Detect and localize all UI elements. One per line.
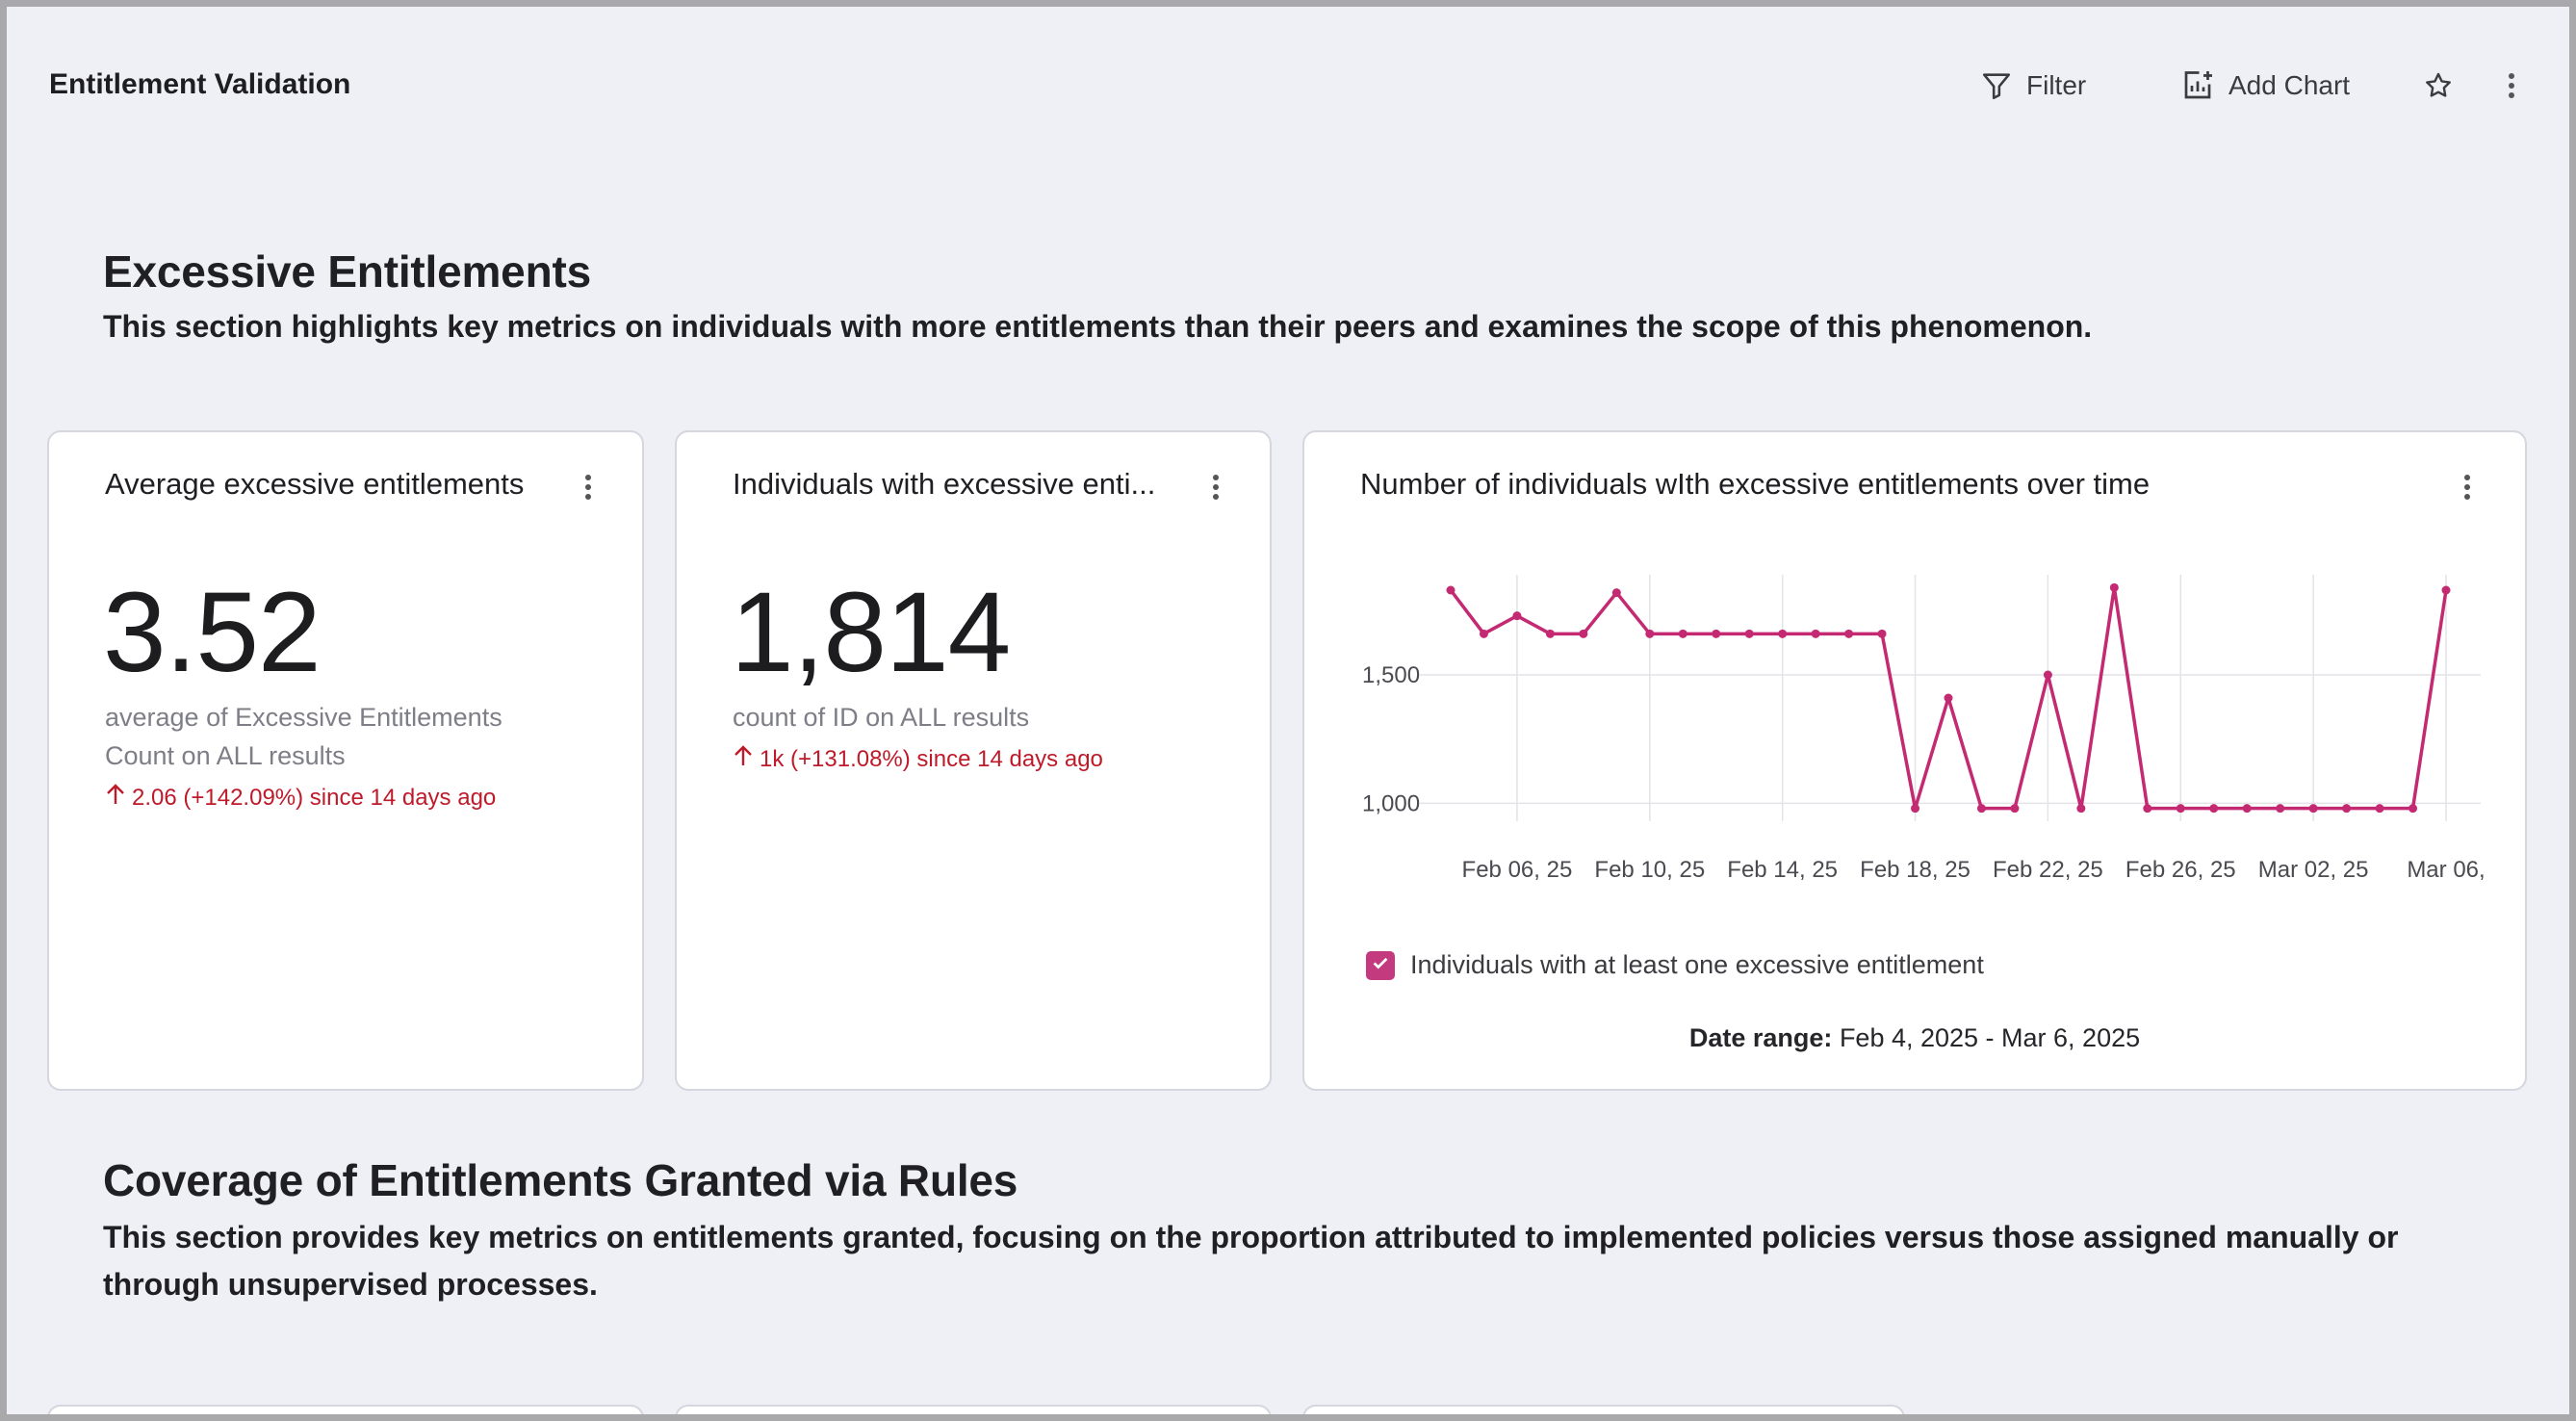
date-range: Date range: Feb 4, 2025 - Mar 6, 2025 (1304, 1023, 2525, 1053)
card-more-button[interactable] (577, 471, 600, 509)
data-point[interactable] (1545, 629, 1555, 638)
data-point[interactable] (1877, 629, 1887, 638)
data-point[interactable] (2076, 804, 2086, 814)
date-range-label: Date range: (1688, 1023, 1833, 1052)
card-title: Number of individuals wIth excessive ent… (1360, 467, 2151, 501)
more-vertical-icon (577, 475, 600, 500)
data-point[interactable] (2441, 585, 2451, 595)
data-point[interactable] (1778, 629, 1788, 638)
kpi-subtitle-line1: average of Excessive Entitlements (105, 703, 502, 732)
chart-legend: Individuals with at least one excessive … (1366, 950, 1984, 980)
arrow-up-icon (105, 783, 126, 813)
data-point[interactable] (2242, 804, 2252, 814)
data-point[interactable] (1678, 629, 1687, 638)
data-point[interactable] (1611, 588, 1621, 598)
section-title-excessive: Excessive Entitlements (103, 246, 591, 297)
data-point[interactable] (2308, 804, 2318, 814)
data-point[interactable] (1811, 629, 1820, 638)
filter-button[interactable]: Filter (1980, 63, 2086, 109)
top-bar: Entitlement Validation Filter Add Chart (7, 7, 2569, 151)
kpi-delta: 1k (+131.08%) since 14 days ago (733, 744, 1103, 774)
data-point[interactable] (1579, 629, 1588, 638)
filter-label: Filter (2026, 70, 2087, 100)
data-point[interactable] (2342, 804, 2352, 814)
section-description-excessive: This section highlights key metrics on i… (103, 309, 2093, 344)
line-chart: 1,500 1,000 Feb 06, 25 Feb 10, 25 Feb 14, 25… (1362, 575, 2486, 883)
date-range-value: Feb 4, 2025 - Mar 6, 2025 (1839, 1023, 2141, 1052)
section-title-coverage: Coverage of Entitlements Granted via Rul… (103, 1155, 1018, 1205)
more-options-button[interactable] (2500, 63, 2523, 109)
x-tick-label: Feb 06, 25 (1462, 857, 1573, 883)
data-point[interactable] (2010, 804, 2020, 814)
data-point[interactable] (1744, 629, 1754, 638)
kpi-value: 3.52 (103, 569, 322, 696)
more-vertical-icon (2456, 475, 2479, 500)
card-individuals-excessive: Individuals with excessive enti... 1,814… (675, 430, 1272, 1091)
x-tick-label: Feb 10, 25 (1594, 857, 1705, 883)
star-icon (2423, 70, 2454, 101)
kpi-subtitle-line2: Count on ALL results (105, 741, 346, 770)
data-point[interactable] (1712, 629, 1721, 638)
data-point[interactable] (2276, 804, 2285, 814)
kpi-value: 1,814 (731, 569, 1011, 696)
arrow-up-icon (733, 744, 754, 774)
x-tick-label: Feb 14, 25 (1727, 857, 1838, 883)
legend-label: Individuals with at least one excessive … (1410, 950, 1984, 979)
y-tick-label: 1,000 (1362, 790, 1420, 816)
add-chart-button[interactable]: Add Chart (2180, 63, 2350, 109)
card-coverage-1 (47, 1405, 644, 1414)
kpi-delta-text: 1k (+131.08%) since 14 days ago (760, 745, 1103, 772)
data-point[interactable] (1645, 629, 1655, 638)
data-point[interactable] (2176, 804, 2185, 814)
card-average-excessive: Average excessive entitlements 3.52 aver… (47, 430, 644, 1091)
x-tick-label: Feb 22, 25 (1993, 857, 2103, 883)
data-point[interactable] (1944, 693, 1953, 703)
card-coverage-2 (675, 1405, 1272, 1414)
data-point[interactable] (1512, 611, 1522, 621)
data-point[interactable] (2209, 804, 2219, 814)
card-trend-chart: Number of individuals wIth excessive ent… (1302, 430, 2527, 1091)
card-title: Individuals with excessive enti... (733, 467, 1156, 501)
dashboard-frame: Entitlement Validation Filter Add Chart (7, 7, 2569, 1414)
card-more-button[interactable] (2456, 471, 2479, 509)
x-tick-label: Mar 02, 25 (2258, 857, 2369, 883)
data-point[interactable] (1479, 629, 1488, 638)
data-point[interactable] (2375, 804, 2384, 814)
card-coverage-3 (1302, 1405, 1905, 1414)
data-point[interactable] (1446, 585, 1455, 595)
page-title: Entitlement Validation (49, 68, 351, 100)
check-icon (1370, 950, 1391, 980)
favorite-button[interactable] (2423, 63, 2454, 109)
add-chart-label: Add Chart (2228, 70, 2351, 100)
data-point[interactable] (2043, 670, 2052, 680)
kpi-delta: 2.06 (+142.09%) since 14 days ago (105, 783, 496, 813)
legend-checkbox[interactable] (1366, 950, 1395, 980)
data-point[interactable] (2143, 804, 2152, 814)
x-tick-label: Mar 06, (2407, 857, 2485, 883)
data-point[interactable] (1844, 629, 1854, 638)
data-point[interactable] (2409, 804, 2418, 814)
x-tick-label: Feb 26, 25 (2125, 857, 2236, 883)
card-more-button[interactable] (1204, 471, 1227, 509)
x-tick-label: Feb 18, 25 (1860, 857, 1971, 883)
card-title: Average excessive entitlements (105, 467, 525, 501)
data-point[interactable] (2109, 582, 2119, 592)
more-vertical-icon (2500, 68, 2523, 103)
add-chart-icon (2180, 68, 2215, 103)
more-vertical-icon (1204, 475, 1227, 500)
kpi-subtitle: count of ID on ALL results (733, 703, 1030, 732)
filter-icon (1980, 69, 2013, 102)
y-tick-label: 1,500 (1362, 662, 1420, 688)
kpi-delta-text: 2.06 (+142.09%) since 14 days ago (132, 784, 497, 811)
data-point[interactable] (1911, 804, 1920, 814)
data-point[interactable] (1976, 804, 1986, 814)
section-description-coverage: This section provides key metrics on ent… (103, 1220, 2399, 1302)
